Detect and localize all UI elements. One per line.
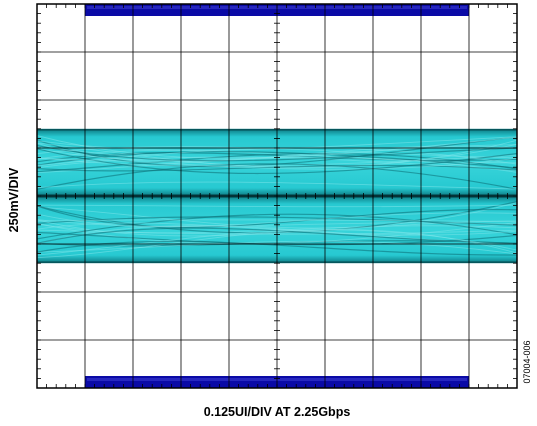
x-axis-label: 0.125UI/DIV AT 2.25Gbps — [204, 405, 351, 419]
y-axis-label: 250mV/DIV — [7, 168, 21, 233]
figure-id: 07004-006 — [522, 340, 532, 383]
